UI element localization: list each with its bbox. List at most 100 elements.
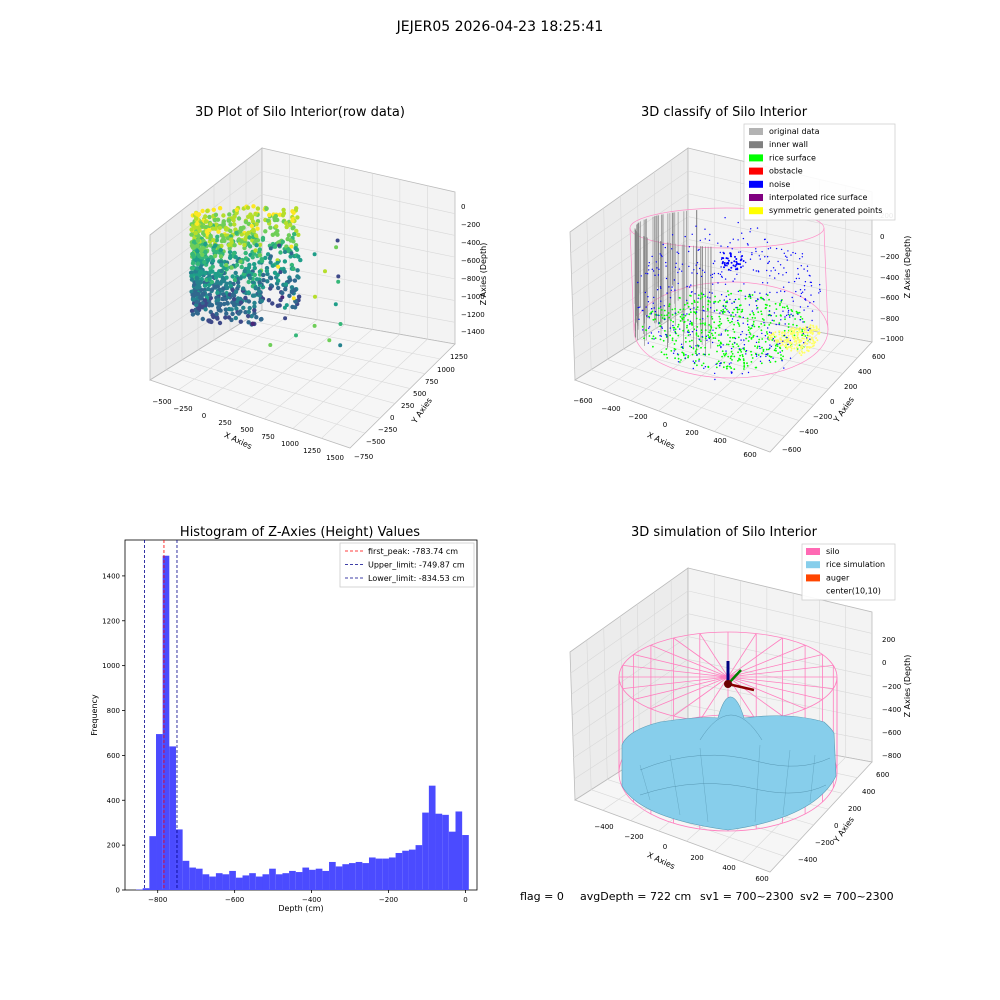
noise-point: [735, 306, 737, 309]
rice-surface-point: [769, 361, 772, 363]
noise-point: [759, 292, 761, 294]
rice-surface-point: [682, 329, 685, 332]
legend-swatch: [806, 574, 820, 582]
sim-x-tick: −400: [594, 823, 613, 831]
noise-point: [698, 353, 700, 355]
rice-surface-point: [784, 318, 786, 321]
rice-surface-point: [795, 324, 798, 327]
rice-surface-point: [716, 350, 718, 353]
symmetric-point: [810, 336, 813, 339]
raw-point: [190, 297, 196, 302]
noise-point: [720, 333, 723, 335]
noise-point: [684, 357, 686, 359]
raw-point: [270, 301, 275, 306]
noise-point: [662, 243, 664, 246]
noise-point: [730, 266, 733, 269]
cls-z-label: Z Axies (Depth): [903, 236, 912, 299]
raw-point: [218, 247, 223, 253]
rice-surface-point: [665, 353, 668, 356]
symmetric-point: [801, 344, 804, 347]
raw-point: [202, 283, 208, 288]
rice-surface-point: [775, 315, 778, 317]
raw-point: [247, 244, 253, 249]
rice-surface-point: [691, 302, 693, 305]
noise-point: [730, 362, 732, 364]
noise-point: [700, 275, 703, 278]
raw-point: [194, 257, 199, 263]
legend-label: auger: [826, 573, 850, 582]
noise-point: [645, 272, 647, 275]
raw-point: [264, 268, 270, 274]
rice-surface-point: [662, 339, 665, 342]
rice-surface-point: [771, 339, 774, 341]
legend-swatch: [749, 194, 763, 201]
raw-point: [294, 333, 298, 338]
raw-point: [213, 212, 219, 217]
raw-point: [233, 270, 238, 276]
noise-point: [674, 289, 676, 291]
cls-x-tick: −200: [628, 413, 647, 421]
rice-surface-point: [673, 326, 676, 329]
rice-surface-point: [651, 310, 654, 313]
noise-point: [647, 273, 649, 275]
noise-point: [762, 298, 764, 300]
noise-point: [704, 353, 706, 356]
symmetric-point: [781, 334, 784, 337]
rice-surface-point: [677, 323, 680, 326]
rice-surface-point: [738, 289, 741, 292]
rice-surface-point: [704, 322, 707, 324]
symmetric-point: [778, 330, 781, 333]
classify-silo-outline: [629, 207, 829, 379]
raw-point: [251, 204, 256, 209]
raw-point: [209, 319, 214, 325]
raw-point: [244, 232, 249, 237]
noise-point: [661, 255, 663, 258]
noise-point: [730, 314, 732, 316]
noise-point: [792, 315, 794, 317]
noise-point: [720, 245, 722, 247]
noise-point: [730, 372, 733, 374]
histogram-bar: [222, 874, 230, 890]
symmetric-point: [780, 339, 783, 341]
noise-point: [755, 300, 757, 302]
raw-point: [292, 287, 297, 293]
noise-point: [658, 331, 660, 333]
x-tick-label: −400: [302, 896, 321, 904]
rice-surface-point: [788, 314, 791, 317]
rice-surface-point: [761, 338, 764, 340]
histogram-bar: [162, 555, 170, 890]
noise-point: [691, 272, 693, 274]
raw-y-tick: 500: [413, 390, 426, 398]
raw-point: [293, 299, 298, 304]
rice-surface-point: [765, 348, 768, 351]
raw-point: [223, 227, 229, 232]
raw-point: [312, 323, 317, 328]
raw-point: [239, 227, 244, 232]
raw-point: [198, 280, 203, 285]
noise-point: [698, 345, 700, 347]
noise-point: [668, 286, 670, 288]
rice-surface-point: [754, 317, 756, 319]
raw-point: [289, 262, 295, 268]
rice-surface-point: [741, 354, 744, 356]
raw-point: [249, 223, 254, 229]
raw-y-tick: 1250: [450, 353, 468, 361]
raw-x-tick: 250: [218, 419, 231, 427]
cls-x-tick: 200: [685, 429, 698, 437]
rice-surface-point: [750, 361, 753, 363]
raw-point: [221, 292, 226, 297]
y-tick-label: 1400: [102, 572, 120, 580]
rice-surface-point: [668, 305, 670, 308]
noise-point: [740, 266, 742, 269]
raw-point: [276, 278, 281, 283]
noise-point: [786, 259, 788, 261]
noise-point: [692, 367, 694, 370]
noise-point: [768, 260, 770, 263]
noise-point: [780, 248, 783, 251]
rice-surface-point: [695, 334, 698, 336]
noise-point: [684, 235, 686, 238]
raw-3d-z-ticks: 0 −200 −400 −600 −800 −1000 −1200 −1400: [461, 203, 485, 336]
raw-point: [226, 315, 232, 320]
raw-3d-scatter-points: [188, 204, 343, 348]
raw-point: [234, 207, 239, 212]
